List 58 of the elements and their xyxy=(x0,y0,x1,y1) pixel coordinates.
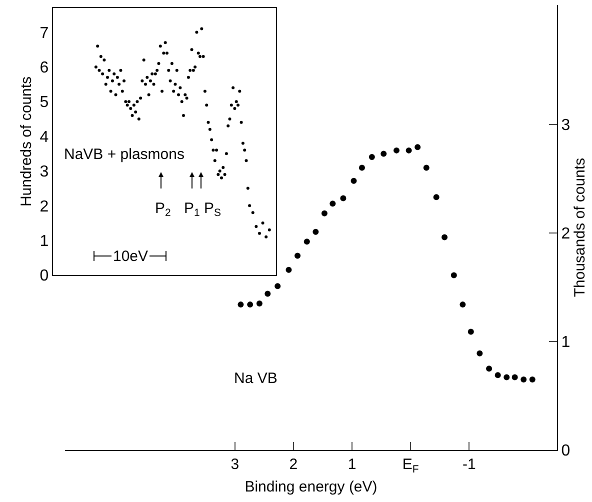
point xyxy=(256,300,262,306)
x-tick-label: E$_{F}$ xyxy=(402,456,419,476)
point xyxy=(350,178,357,184)
point xyxy=(330,200,336,207)
point xyxy=(486,366,492,372)
annotation: P$_{2}$ xyxy=(155,200,172,220)
point xyxy=(433,194,440,200)
point xyxy=(294,252,301,259)
point xyxy=(358,164,365,171)
y2-tick-label: 3 xyxy=(561,116,570,134)
point xyxy=(247,302,254,308)
point xyxy=(274,283,281,290)
point xyxy=(304,238,310,245)
annotation: 10eV xyxy=(113,248,148,265)
y-axis-title: Hundreds of counts xyxy=(18,76,36,207)
y-tick-label: 6 xyxy=(40,60,49,77)
x-tick-label: 1 xyxy=(348,456,356,474)
y-tick-label: 3 xyxy=(40,164,49,181)
point xyxy=(504,374,510,380)
point xyxy=(264,290,271,297)
annotation: NaVB + plasmons xyxy=(64,146,184,163)
y-tick-label: 4 xyxy=(40,128,49,146)
point xyxy=(423,164,430,171)
point xyxy=(512,374,518,380)
annotation: P$_{1}$ xyxy=(184,200,200,220)
point xyxy=(460,302,466,308)
point xyxy=(312,228,319,235)
annotation: Na VB xyxy=(234,370,278,387)
y2-tick-label: 0 xyxy=(561,442,570,460)
point xyxy=(340,195,346,202)
point xyxy=(368,154,375,160)
x-tick-label: 2 xyxy=(289,456,298,474)
point xyxy=(494,372,501,378)
point xyxy=(476,350,483,356)
point xyxy=(450,272,457,278)
point xyxy=(468,328,474,335)
point xyxy=(394,147,400,154)
point xyxy=(414,144,421,150)
point xyxy=(286,266,292,273)
y2-tick-label: 1 xyxy=(561,334,570,352)
x-tick-label: 3 xyxy=(230,456,240,474)
y-tick-label: 0 xyxy=(40,268,49,285)
y-tick-label: 2 xyxy=(40,198,49,216)
point xyxy=(380,150,387,157)
point xyxy=(321,210,328,216)
x-tick-label: -1 xyxy=(462,456,476,474)
point xyxy=(529,376,536,382)
y-tick-label: 1 xyxy=(40,232,49,250)
point xyxy=(238,302,244,308)
point xyxy=(520,376,527,382)
y2-axis-title: Thousands of counts xyxy=(571,158,588,298)
y2-tick-label: 2 xyxy=(561,226,570,243)
x-axis-title: Binding energy (eV) xyxy=(244,478,378,496)
point xyxy=(442,234,448,240)
point xyxy=(406,147,412,154)
y-tick-label: 5 xyxy=(40,94,49,112)
y-tick-label: 7 xyxy=(40,24,49,42)
annotation: P$_{S}$ xyxy=(204,200,222,220)
